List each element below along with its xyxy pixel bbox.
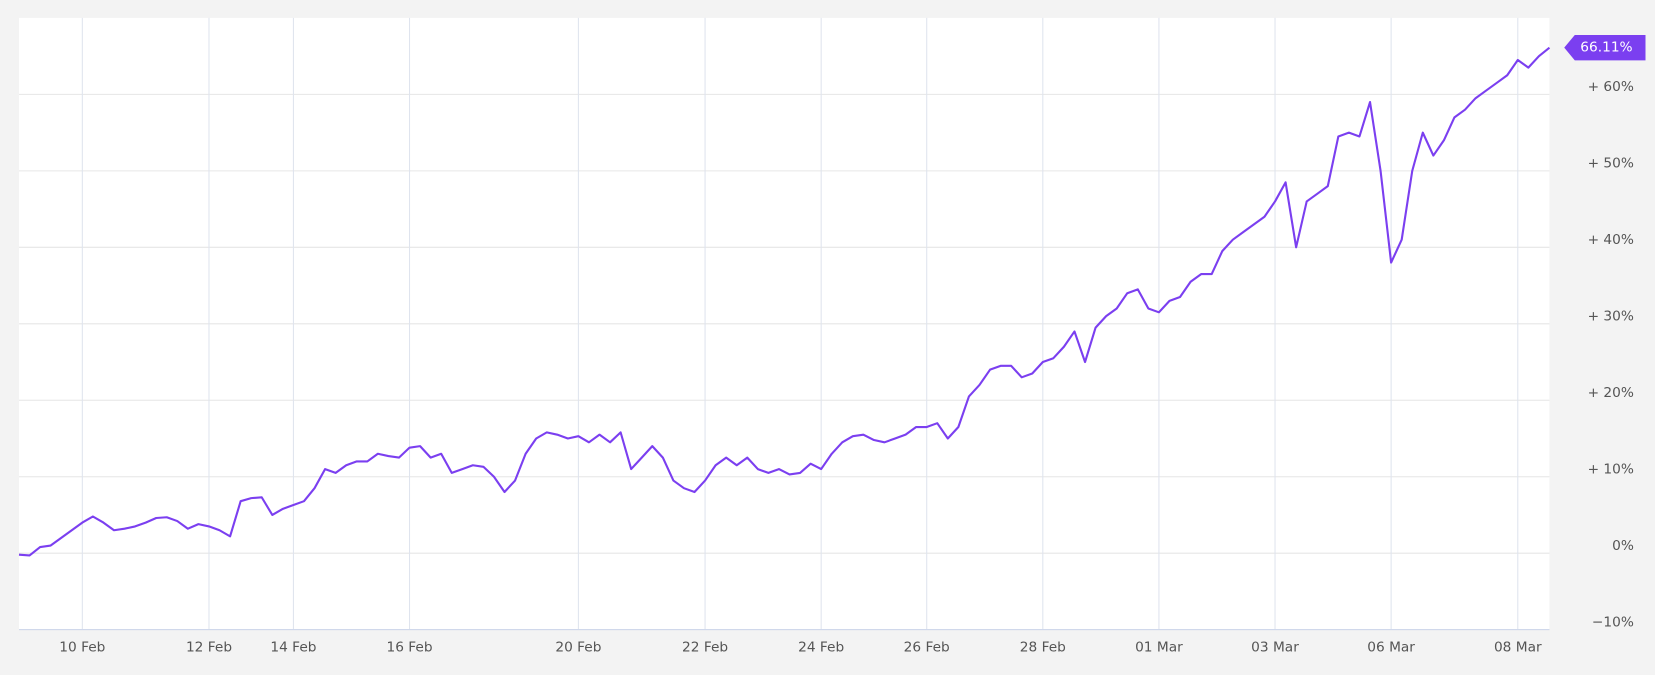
y-tick-label: + 60% — [1588, 79, 1634, 95]
y-tick-label: + 10% — [1588, 461, 1634, 477]
x-tick-label: 10 Feb — [59, 640, 105, 656]
x-tick-label: 24 Feb — [798, 640, 844, 656]
x-tick-label: 03 Mar — [1251, 640, 1299, 656]
x-tick-label: 06 Mar — [1367, 640, 1415, 656]
x-tick-label: 20 Feb — [555, 640, 601, 656]
y-tick-label: + 50% — [1588, 155, 1634, 171]
x-tick-label: 28 Feb — [1020, 640, 1066, 656]
x-tick-label: 01 Mar — [1135, 640, 1183, 656]
y-tick-label: + 30% — [1588, 308, 1634, 324]
end-label: 66.11% — [1580, 40, 1632, 56]
line — [18, 46, 1551, 557]
x-tick-label: 22 Feb — [682, 640, 728, 656]
y-tick-label: 0% — [1612, 538, 1634, 554]
y-tick-label: −10% — [1592, 614, 1634, 630]
end-label-badge — [1564, 35, 1646, 61]
x-tick-label: 14 Feb — [270, 640, 316, 656]
x-tick-label: 12 Feb — [186, 640, 232, 656]
x-tick-label: 26 Feb — [904, 640, 950, 656]
y-tick-label: + 20% — [1588, 385, 1634, 401]
y-tick-label: + 40% — [1588, 232, 1634, 248]
x-tick-label: 08 Mar — [1494, 640, 1542, 656]
x-tick-label: 16 Feb — [386, 640, 432, 656]
